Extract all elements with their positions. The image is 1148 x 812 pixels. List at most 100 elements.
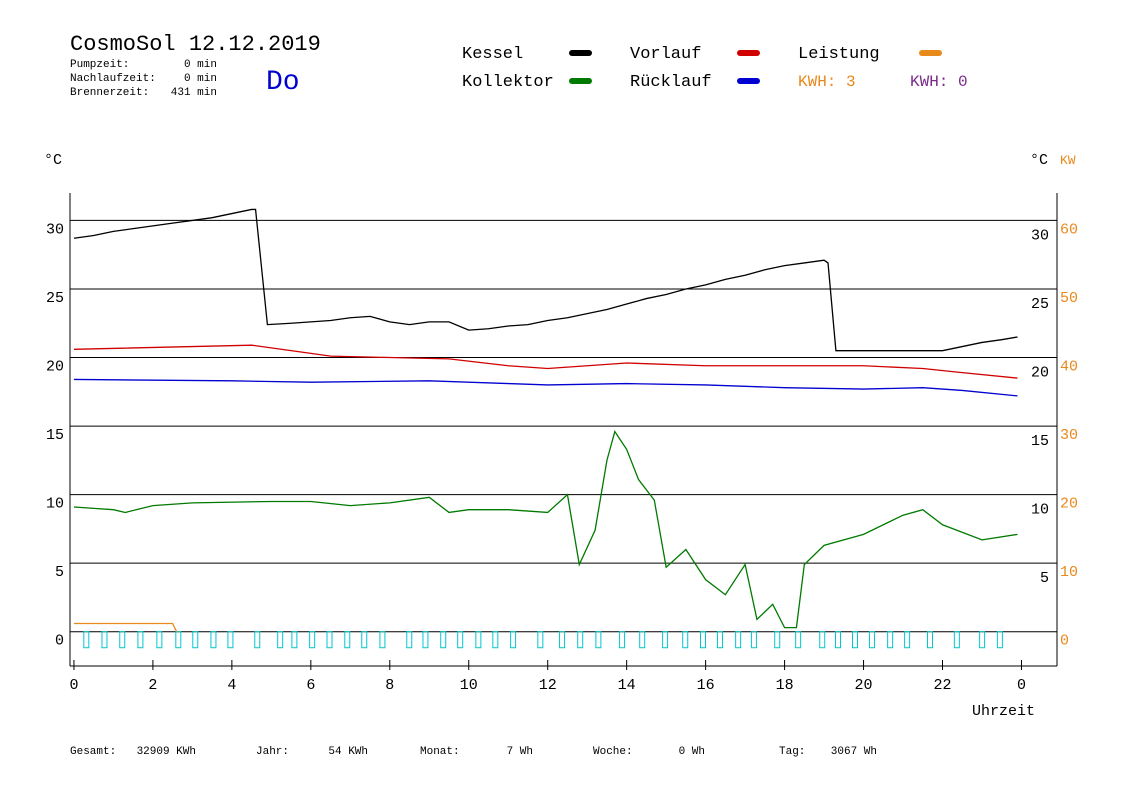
pump-pulse <box>101 631 108 649</box>
pump-pulse <box>309 631 316 649</box>
y-tick-label-right: 5 <box>1040 570 1049 587</box>
y-tick-label-right: 15 <box>1031 433 1049 450</box>
pump-pulse <box>835 631 842 649</box>
series-line <box>73 378 1018 397</box>
y-tick-label: 10 <box>46 496 64 513</box>
y-tick-label-right: 30 <box>1031 227 1049 244</box>
legend-label: Leistung <box>798 45 880 64</box>
x-tick-label: 0 <box>69 677 78 694</box>
total-value: 0 Wh <box>679 746 705 758</box>
pump-pulse <box>868 631 875 649</box>
y-unit: °C <box>1030 152 1048 169</box>
pump-pulse <box>559 631 566 649</box>
y2-tick-label: 20 <box>1060 496 1078 513</box>
info-label: Brennerzeit: <box>70 87 149 99</box>
series-line <box>73 208 1018 352</box>
total-label: Jahr: <box>256 746 289 758</box>
pump-pulse <box>735 631 742 649</box>
pump-pulse <box>537 631 544 649</box>
x-tick-label: 12 <box>539 677 557 694</box>
pump-pulse <box>716 631 723 649</box>
pump-pulse <box>577 631 584 649</box>
y2-unit: KW <box>1060 153 1076 168</box>
pump-pulse <box>619 631 626 649</box>
pump-pulse <box>595 631 602 649</box>
y2-tick-label: 10 <box>1060 564 1078 581</box>
legend-label: Rücklauf <box>630 73 712 92</box>
pump-pulse <box>291 631 298 649</box>
info-label: Nachlaufzeit: <box>70 73 156 85</box>
pump-pulse <box>457 631 464 649</box>
x-tick-label: 4 <box>227 677 236 694</box>
y-tick-label: 0 <box>55 633 64 650</box>
total-value: 7 Wh <box>507 746 533 758</box>
y-tick-label: 25 <box>46 290 64 307</box>
pump-pulse <box>996 631 1003 649</box>
x-tick-label: 16 <box>697 677 715 694</box>
y-tick-label: 20 <box>46 359 64 376</box>
pump-pulse <box>492 631 499 649</box>
pump-pulse <box>361 631 368 649</box>
pump-pulse <box>227 631 234 649</box>
pump-pulse <box>795 631 802 649</box>
pump-pulse <box>662 631 669 649</box>
pump-pulse <box>326 631 333 649</box>
pump-pulse <box>851 631 858 649</box>
y2-tick-label: 0 <box>1060 633 1069 650</box>
total-value: 54 KWh <box>328 746 368 758</box>
series-line <box>73 622 178 633</box>
y-tick-label-right: 20 <box>1031 365 1049 382</box>
pump-pulse <box>774 631 781 649</box>
pump-pulse <box>750 631 757 649</box>
series-line <box>73 430 1018 629</box>
pump-pulse <box>682 631 689 649</box>
legend-label: Vorlauf <box>630 45 701 64</box>
pump-pulse <box>979 631 986 649</box>
pump-pulse <box>510 631 517 649</box>
info-value: 431 min <box>171 87 217 99</box>
x-tick-label: 22 <box>934 677 952 694</box>
y2-tick-label: 40 <box>1060 359 1078 376</box>
x-tick-label: 10 <box>460 677 478 694</box>
pump-pulse <box>887 631 894 649</box>
total-value: 3067 Wh <box>831 746 877 758</box>
total-value: 32909 KWh <box>137 746 196 758</box>
pump-pulse <box>927 631 934 649</box>
y-unit: °C <box>44 152 62 169</box>
pump-pulse <box>277 631 284 649</box>
pump-pulse <box>440 631 447 649</box>
y2-tick-label: 50 <box>1060 290 1078 307</box>
kwh-label: KWH: 3 <box>798 73 856 91</box>
total-label: Woche: <box>593 746 633 758</box>
y-tick-label: 5 <box>55 564 64 581</box>
y-tick-label-right: 25 <box>1031 296 1049 313</box>
x-tick-label: 20 <box>855 677 873 694</box>
kwh-label: KWH: 0 <box>910 73 968 91</box>
x-tick-label: 0 <box>1017 677 1026 694</box>
pump-pulse <box>379 631 386 649</box>
pump-pulse <box>192 631 199 649</box>
y2-tick-label: 60 <box>1060 221 1078 238</box>
pump-pulse <box>422 631 429 649</box>
total-label: Gesamt: <box>70 746 116 758</box>
pump-pulse <box>475 631 482 649</box>
y-tick-label-right: 10 <box>1031 502 1049 519</box>
total-label: Monat: <box>420 746 460 758</box>
pump-pulse <box>137 631 144 649</box>
pump-pulse <box>83 631 90 649</box>
pump-pulse <box>819 631 826 649</box>
weekday: Do <box>266 67 300 98</box>
pump-pulse <box>119 631 126 649</box>
y-tick-label: 30 <box>46 221 64 238</box>
x-axis-label: Uhrzeit <box>972 703 1035 720</box>
legend-label: Kessel <box>462 45 523 64</box>
total-label: Tag: <box>779 746 805 758</box>
x-tick-label: 2 <box>148 677 157 694</box>
pump-pulse <box>175 631 182 649</box>
pump-pulse <box>904 631 911 649</box>
pump-pulse <box>953 631 960 649</box>
info-value: 0 min <box>184 73 217 85</box>
y2-tick-label: 30 <box>1060 427 1078 444</box>
pump-pulse <box>156 631 163 649</box>
